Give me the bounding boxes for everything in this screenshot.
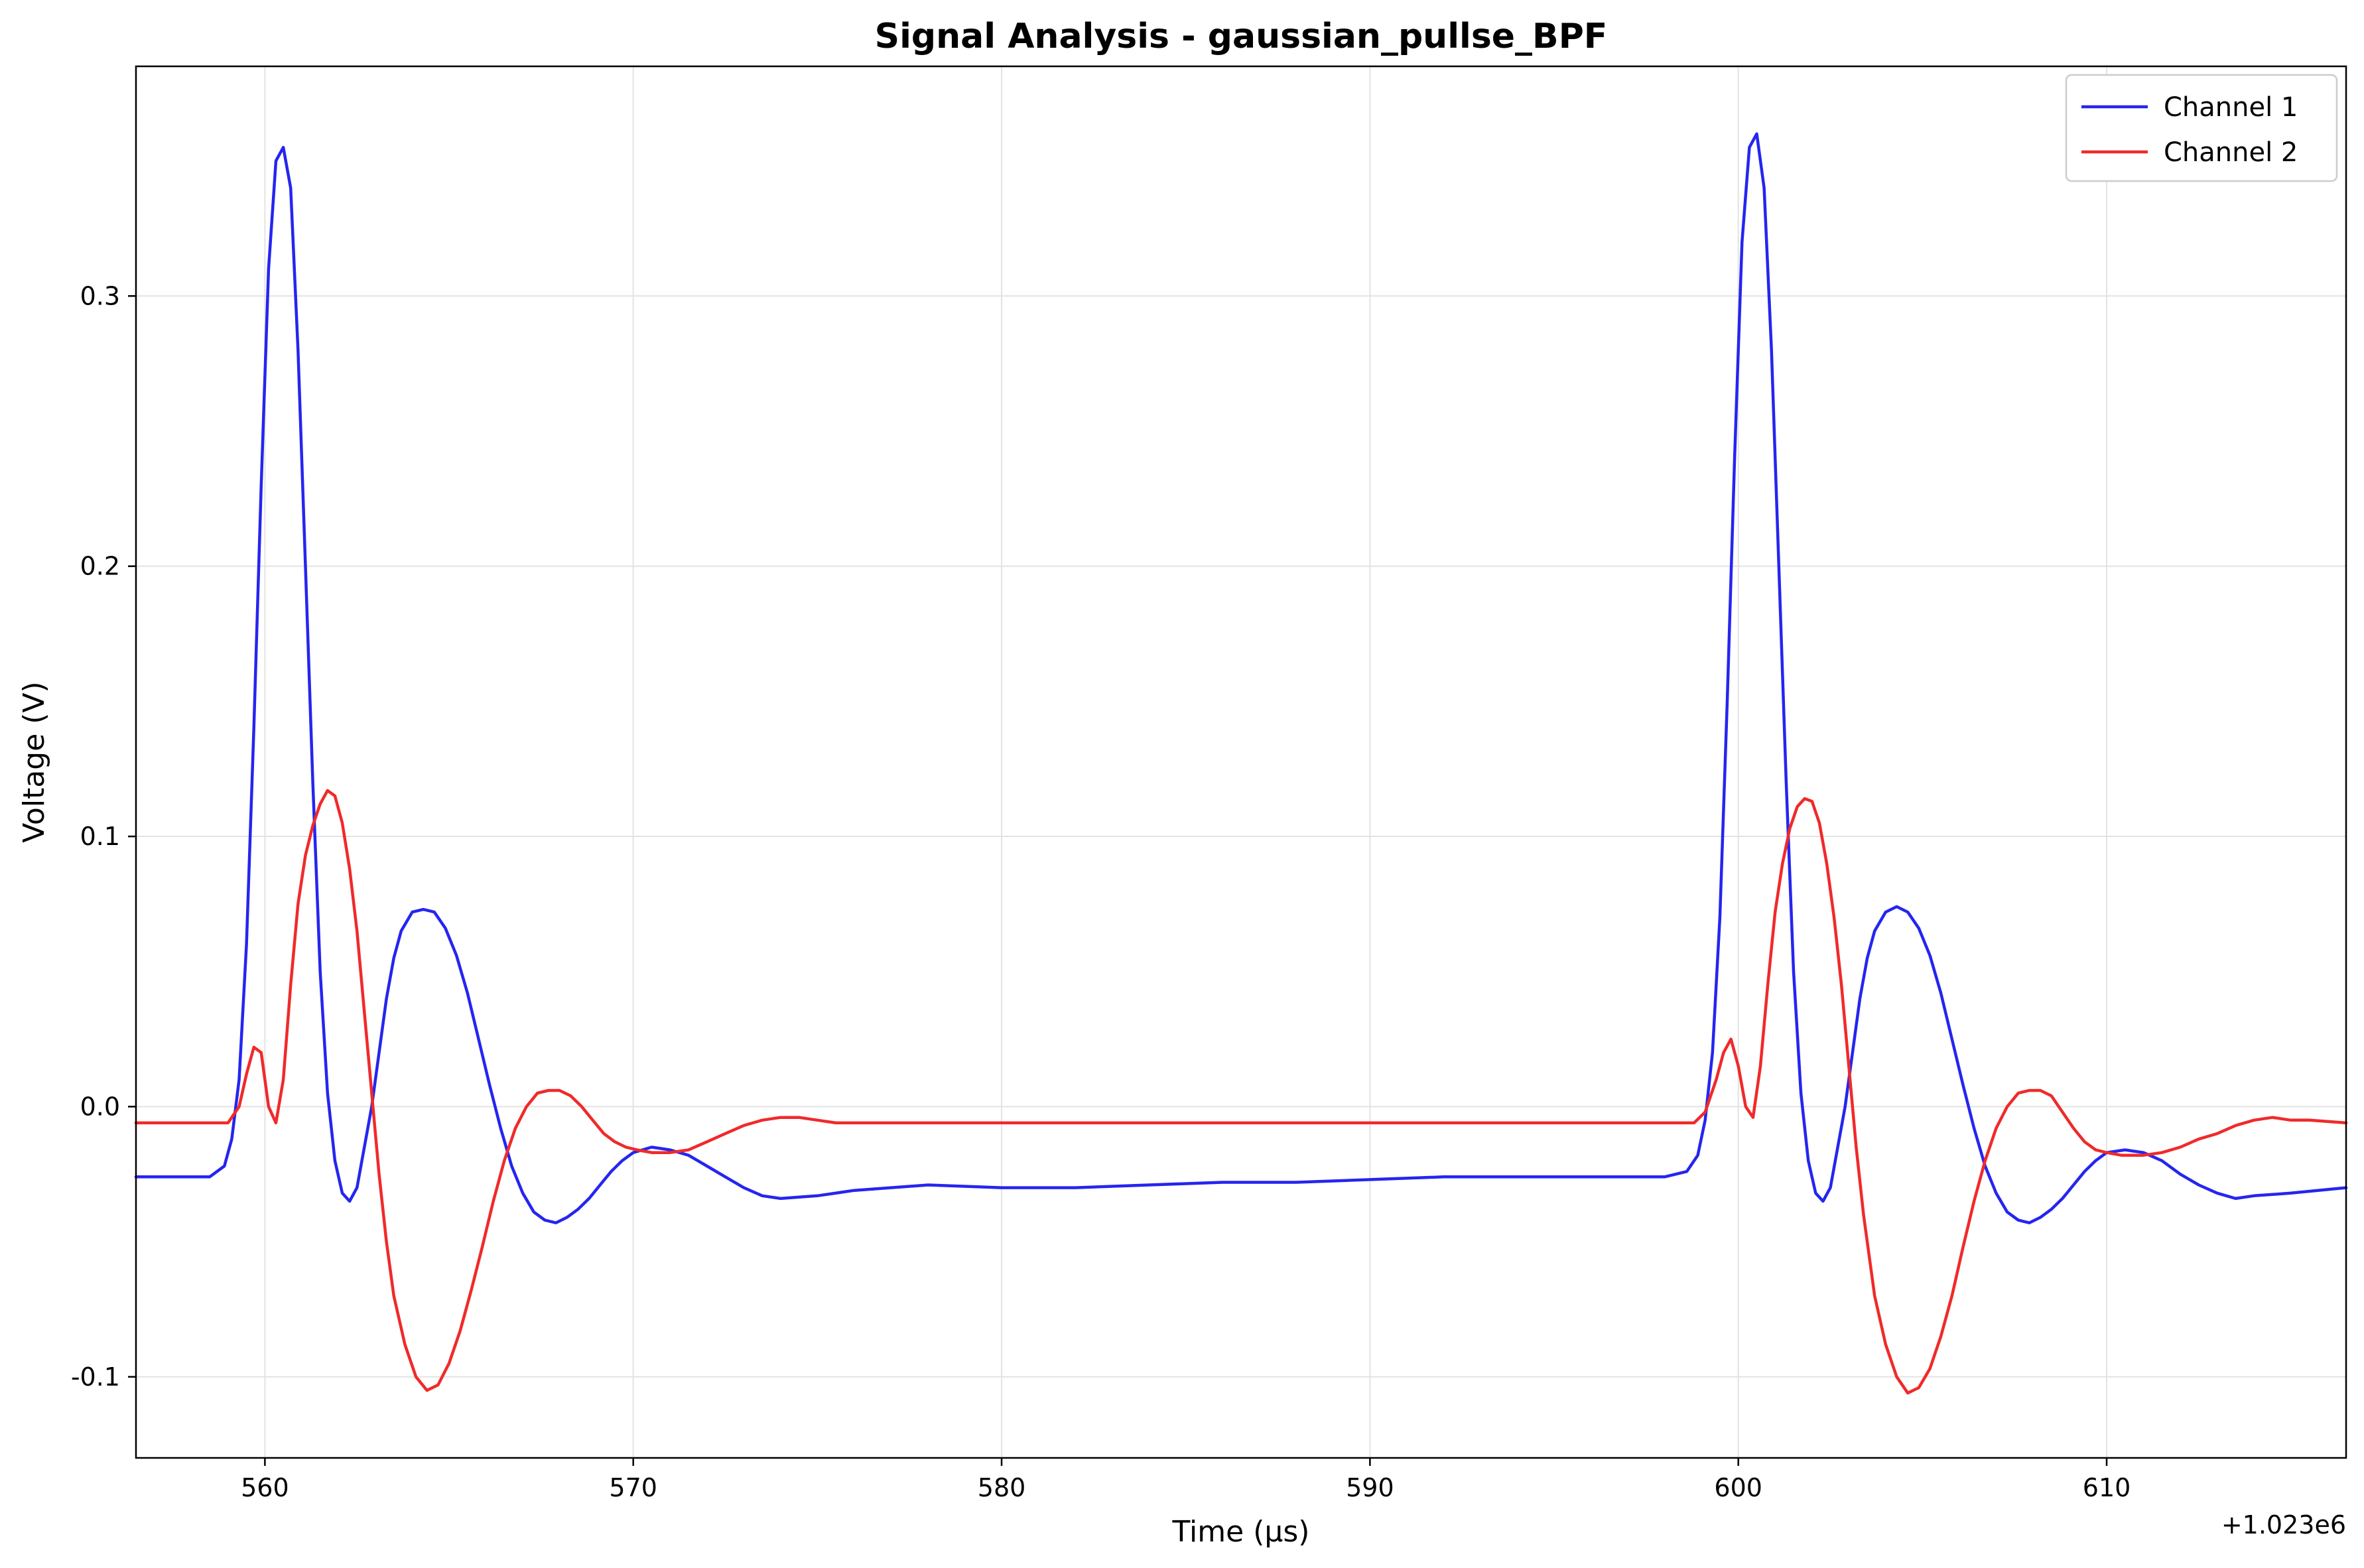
legend-label-channel-1: Channel 1 bbox=[2164, 92, 2298, 123]
x-tick-label: 600 bbox=[1714, 1473, 1762, 1502]
plot-frame bbox=[135, 65, 2347, 1459]
series-line-channel-2 bbox=[134, 789, 2348, 1395]
y-tick-label: 0.1 bbox=[80, 822, 120, 851]
legend: Channel 1 Channel 2 bbox=[2065, 74, 2338, 182]
x-tick-label: 570 bbox=[609, 1473, 657, 1502]
y-tick-label: 0.0 bbox=[80, 1092, 120, 1121]
legend-label-channel-2: Channel 2 bbox=[2164, 137, 2298, 168]
x-axis-label: Time (µs) bbox=[1172, 1515, 1310, 1549]
x-tick-label: 560 bbox=[241, 1473, 289, 1502]
y-tick-label: 0.2 bbox=[80, 552, 120, 581]
x-axis-offset-label: +1.023e6 bbox=[2221, 1510, 2346, 1539]
series-layer bbox=[134, 132, 2348, 1395]
x-tick-label: 610 bbox=[2083, 1473, 2131, 1502]
plot-background bbox=[136, 66, 2346, 1458]
y-axis-label: Voltage (V) bbox=[17, 681, 51, 842]
x-tick-label: 580 bbox=[978, 1473, 1026, 1502]
legend-box bbox=[2065, 74, 2338, 182]
y-tick-label: -0.1 bbox=[71, 1362, 120, 1392]
y-tick-label: 0.3 bbox=[80, 281, 120, 310]
grid bbox=[136, 66, 2346, 1458]
chart-title: Signal Analysis - gaussian_pullse_BPF bbox=[875, 17, 1608, 56]
axis-ticks: 560 570 580 590 600 610 -0.1 0.0 0.1 0.2 0.3 bbox=[71, 281, 2131, 1502]
x-tick-label: 590 bbox=[1346, 1473, 1394, 1502]
